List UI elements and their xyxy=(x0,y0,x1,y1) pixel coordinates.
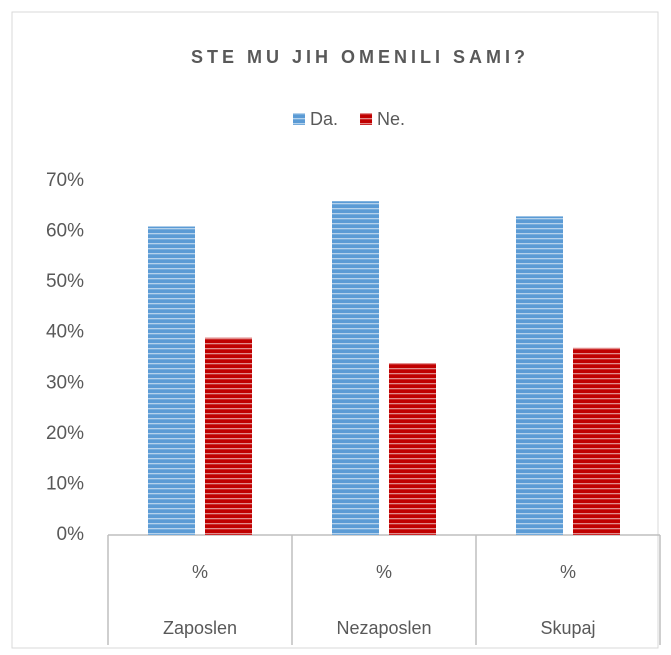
legend-label: Ne. xyxy=(377,109,405,129)
y-tick-label: 20% xyxy=(46,423,84,444)
bar xyxy=(332,201,379,535)
bar xyxy=(389,363,436,535)
bar xyxy=(573,347,620,535)
x-group-label: Skupaj xyxy=(540,618,595,638)
x-tick-label: % xyxy=(192,562,208,582)
y-tick-label: 70% xyxy=(46,170,84,191)
bar xyxy=(148,226,195,535)
chart-title: STE MU JIH OMENILI SAMI? xyxy=(191,47,529,67)
y-tick-label: 50% xyxy=(46,271,84,292)
y-tick-label: 10% xyxy=(46,473,84,494)
x-tick-label: % xyxy=(560,562,576,582)
legend-label: Da. xyxy=(310,109,338,129)
x-group-label: Nezaposlen xyxy=(336,618,431,638)
y-tick-label: 30% xyxy=(46,372,84,393)
x-group-label: Zaposlen xyxy=(163,618,237,638)
legend-swatch xyxy=(360,113,373,125)
bar xyxy=(205,337,252,535)
y-tick-label: 40% xyxy=(46,322,84,343)
y-tick-label: 0% xyxy=(57,524,85,545)
x-tick-label: % xyxy=(376,562,392,582)
legend-swatch xyxy=(293,113,305,125)
bar xyxy=(516,216,563,535)
y-tick-label: 60% xyxy=(46,221,84,242)
